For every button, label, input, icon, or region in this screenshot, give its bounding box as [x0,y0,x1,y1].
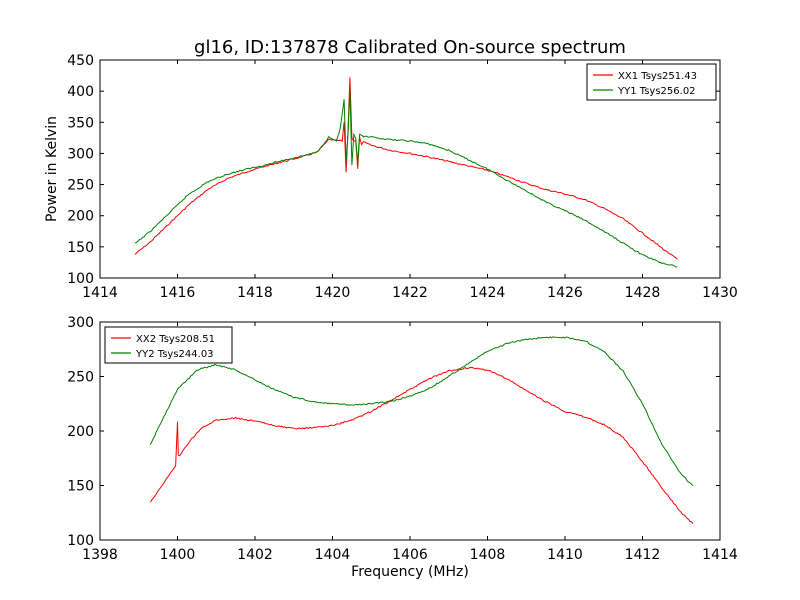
x-tick-label: 1430 [702,285,738,301]
series-line-2 [149,336,694,486]
x-tick-label: 1428 [625,285,661,301]
y-tick-label: 400 [67,84,94,100]
chart-title: gl16, ID:137878 Calibrated On-source spe… [194,37,626,58]
y-axis-label: Power in Kelvin [44,116,60,222]
y-tick-label: 250 [67,370,94,386]
y-tick-label: 200 [67,209,94,225]
y-tick-label: 450 [67,53,94,69]
y-tick-label: 150 [67,240,94,256]
x-tick-label: 1406 [392,547,428,563]
legend: XX1 Tsys251.43 YY1 Tsys256.02 [586,63,717,101]
y-tick-label: 150 [67,479,94,495]
x-tick-label: 1410 [547,547,583,563]
y-tick-label: 350 [67,115,94,131]
y-tick-label: 300 [67,315,94,331]
x-tick-label: 1424 [470,285,506,301]
x-axis-label: Frequency (MHz) [351,564,469,580]
legend-entry: YY2 Tsys244.03 [135,349,214,360]
x-tick-label: 1414 [702,547,738,563]
legend-entry: XX1 Tsys251.43 [618,71,697,82]
x-tick-label: 1426 [547,285,583,301]
x-tick-label: 1408 [470,547,506,563]
x-tick-label: 1418 [237,285,273,301]
x-tick-label: 1402 [237,547,273,563]
x-tick-label: 1400 [160,547,196,563]
y-tick-label: 200 [67,424,94,440]
bottom-plot: 1398 1400 1402 1404 1406 1408 1410 1412 1414 100 1… [67,315,738,580]
series-line-2 [134,90,678,268]
x-tick-label: 1412 [625,547,661,563]
x-tick-label: 1422 [392,285,428,301]
y-tick-label: 250 [67,178,94,194]
legend-box [104,326,233,364]
legend-entry: YY1 Tsys256.02 [617,86,696,97]
x-tick-label: 1414 [82,285,118,301]
legend-entry: XX2 Tsys208.51 [136,334,215,345]
x-tick-label: 1398 [82,547,118,563]
y-tick-label: 100 [67,533,94,549]
series-line-1 [149,366,694,524]
x-tick-label: 1420 [315,285,351,301]
x-tick-label: 1404 [315,547,351,563]
x-tick-label: 1416 [160,285,196,301]
legend-box [586,63,717,101]
legend: XX2 Tsys208.51 YY2 Tsys244.03 [104,326,233,364]
series-line-1 [134,77,678,260]
top-plot: 1414 1416 1418 1420 1422 1424 1426 1428 1430 100 1… [44,53,738,301]
y-tick-label: 100 [67,271,94,287]
y-tick-label: 300 [67,146,94,162]
